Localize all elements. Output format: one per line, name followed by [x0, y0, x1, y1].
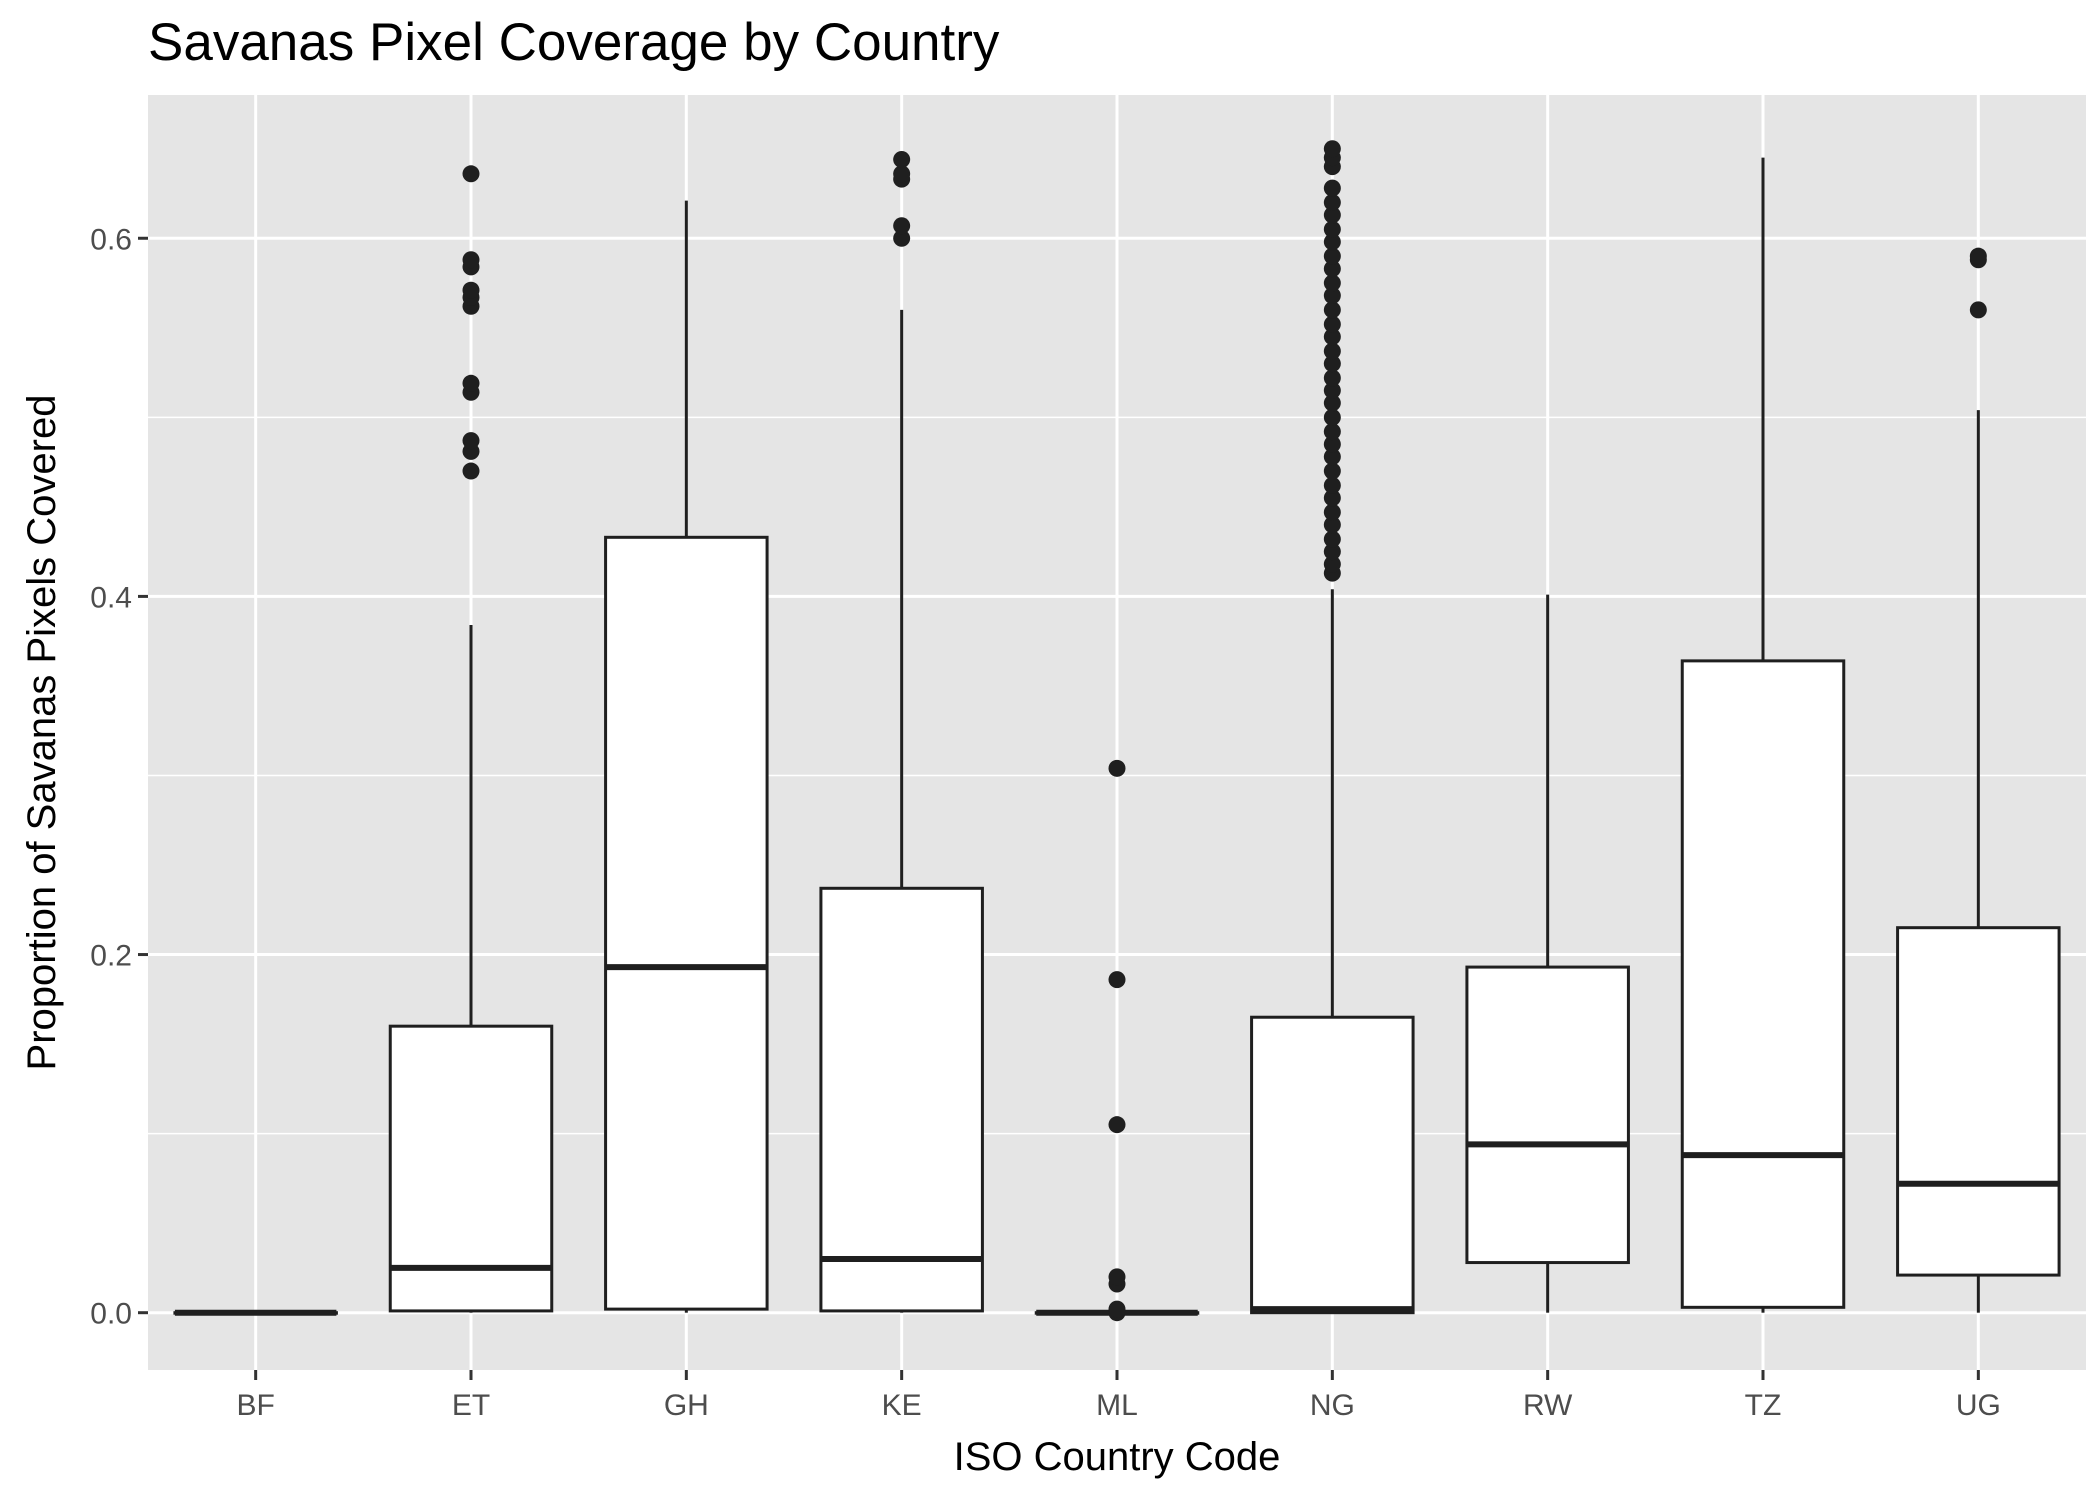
- box-series: [173, 140, 2061, 1322]
- outlier-point: [1323, 193, 1341, 211]
- box-iqr: [1680, 659, 1846, 1309]
- outlier-point: [1323, 140, 1341, 158]
- y-tick-label: 0.0: [90, 1298, 132, 1331]
- box-ug: [1896, 247, 2061, 1313]
- outlier-point: [1323, 423, 1341, 441]
- outlier-point: [1323, 543, 1341, 561]
- outlier-point: [1323, 247, 1341, 265]
- outlier-point: [1108, 1116, 1126, 1134]
- outlier-point: [893, 217, 911, 235]
- x-tick-label: KE: [882, 1389, 922, 1422]
- outlier-point: [1323, 355, 1341, 373]
- box-iqr: [1250, 1015, 1415, 1315]
- outlier-point: [1108, 971, 1126, 989]
- x-tick-label: UG: [1956, 1389, 2001, 1422]
- outlier-point: [893, 165, 911, 183]
- box-ml: [1034, 759, 1200, 1322]
- outlier-point: [1323, 369, 1341, 387]
- outlier-point: [1323, 206, 1341, 224]
- outlier-point: [462, 462, 480, 480]
- outlier-point: [1323, 342, 1341, 360]
- outlier-point: [893, 229, 911, 247]
- outlier-point: [462, 251, 480, 269]
- box-et: [388, 165, 554, 1313]
- outlier-point: [1323, 530, 1341, 548]
- outlier-point: [462, 374, 480, 392]
- x-tick-label: RW: [1523, 1389, 1573, 1422]
- outlier-point: [1323, 408, 1341, 426]
- box-ng: [1250, 140, 1415, 1315]
- outlier-point: [1969, 301, 1987, 319]
- box-bf: [173, 1309, 338, 1316]
- chart-title: Savanas Pixel Coverage by Country: [148, 13, 1000, 72]
- outlier-point: [1323, 260, 1341, 278]
- y-axis-title: Proportion of Savanas Pixels Covered: [20, 395, 64, 1071]
- outlier-point: [1969, 247, 1987, 265]
- x-tick-label: BF: [236, 1389, 274, 1422]
- box-ke: [819, 150, 984, 1313]
- outlier-point: [1323, 274, 1341, 292]
- outlier-point: [1323, 503, 1341, 521]
- outlier-point: [1323, 448, 1341, 466]
- box-iqr: [604, 535, 769, 1311]
- outlier-point: [1323, 476, 1341, 494]
- box-iqr: [1896, 926, 2061, 1277]
- outlier-point: [1108, 1268, 1126, 1286]
- y-axis: 0.0 0.2 0.4 0.6: [90, 223, 148, 1331]
- outlier-point: [1108, 1300, 1126, 1318]
- box-gh: [604, 200, 769, 1313]
- box-iqr: [388, 1024, 554, 1313]
- outlier-point: [1323, 381, 1341, 399]
- outlier-point: [462, 281, 480, 299]
- x-tick-label: TZ: [1745, 1389, 1782, 1422]
- outlier-point: [893, 150, 911, 168]
- outlier-point: [1323, 394, 1341, 412]
- y-tick-label: 0.4: [90, 581, 132, 614]
- outlier-point: [1323, 220, 1341, 238]
- y-tick-label: 0.2: [90, 940, 132, 973]
- x-tick-label: GH: [664, 1389, 709, 1422]
- x-axis-title: ISO Country Code: [954, 1435, 1281, 1479]
- box-tz: [1680, 157, 1846, 1313]
- outlier-point: [1323, 555, 1341, 573]
- outlier-point: [1323, 287, 1341, 305]
- outlier-point: [1323, 462, 1341, 480]
- box-rw: [1465, 594, 1630, 1313]
- x-tick-label: ET: [452, 1389, 490, 1422]
- x-tick-label: ML: [1096, 1389, 1138, 1422]
- outlier-point: [462, 165, 480, 183]
- box-iqr: [1465, 965, 1630, 1265]
- x-tick-label: NG: [1310, 1389, 1355, 1422]
- outlier-point: [1323, 328, 1341, 346]
- outlier-point: [1323, 516, 1341, 534]
- outlier-point: [1323, 315, 1341, 333]
- outlier-point: [1323, 301, 1341, 319]
- outlier-point: [1323, 489, 1341, 507]
- y-tick-label: 0.6: [90, 223, 132, 256]
- box-iqr: [819, 886, 984, 1313]
- outlier-point: [1323, 179, 1341, 197]
- outlier-point: [1323, 233, 1341, 251]
- outlier-point: [462, 432, 480, 450]
- x-axis: BF ET GH KE ML NG RW TZ UG: [236, 1370, 2001, 1422]
- outlier-point: [1323, 435, 1341, 453]
- outlier-point: [1108, 759, 1126, 777]
